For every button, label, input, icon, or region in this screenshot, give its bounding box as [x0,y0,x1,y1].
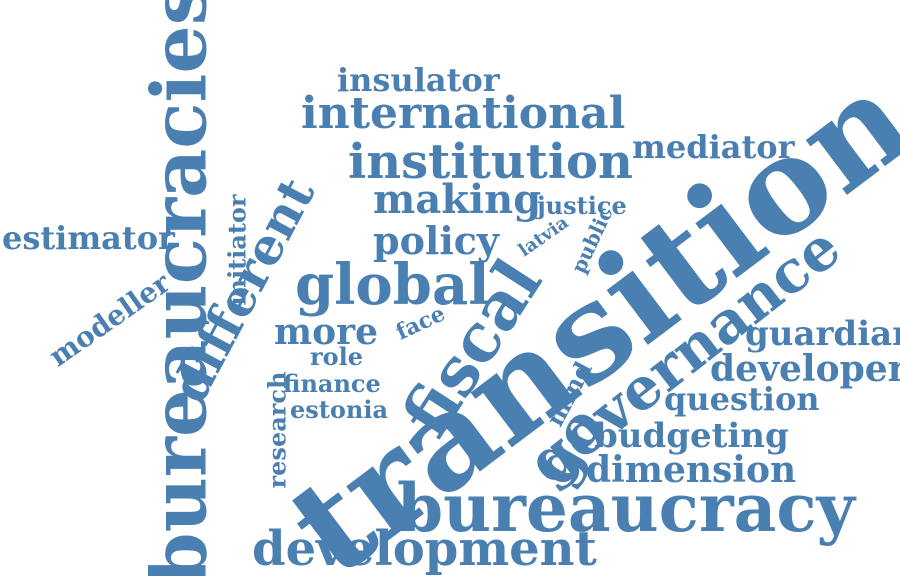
word-estimator: estimator [2,219,175,257]
word-initiator: initiator [222,194,252,306]
word-developer: developer [710,348,900,390]
word-finance: finance [283,369,381,398]
word-question: question [664,380,820,418]
word-guardian: guardian [745,314,900,354]
word-justice: justice [537,191,627,220]
word-budgeting: budgeting [594,416,789,456]
word-dimension: dimension [586,449,797,491]
word-more: more [274,311,378,353]
word-making: making [373,176,542,223]
word-role: role [310,342,364,371]
word-research: research [262,371,292,489]
word-global: global [295,252,490,318]
word-insulator: insulator [337,61,500,99]
word-estonia: estonia [290,395,388,424]
word-international: international [301,88,626,139]
word-policy: policy [373,218,500,263]
word-institution: institution [348,134,633,190]
word-mediator: mediator [632,128,795,166]
word-development: development [252,521,597,576]
word-bureaucracy: bureaucracy [397,469,855,547]
